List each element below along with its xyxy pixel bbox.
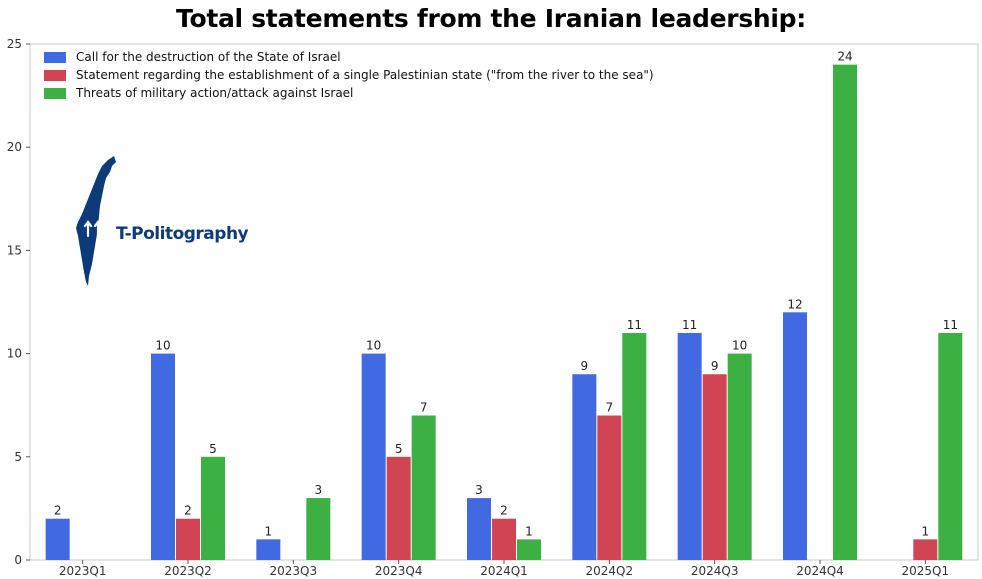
chart-title: Total statements from the Iranian leader…: [176, 4, 806, 33]
bar: [727, 353, 752, 560]
y-tick-label: 5: [14, 450, 22, 464]
bar: [517, 539, 541, 560]
bar-value-label: 7: [606, 401, 614, 415]
bar: [256, 539, 281, 560]
x-tick-label: 2024Q2: [586, 564, 634, 578]
bar-value-label: 1: [265, 524, 273, 538]
bar: [938, 332, 963, 560]
y-axis: 0 5 10 15 20 25: [7, 37, 30, 567]
bar-value-label: 11: [682, 318, 697, 332]
x-axis: 2023Q1 2023Q2 2023Q3 2023Q4 2024Q1 2024Q2 2024…: [59, 560, 949, 578]
y-tick-label: 25: [7, 37, 22, 51]
bar: [597, 415, 622, 560]
y-tick-label: 20: [7, 140, 22, 154]
legend-swatch-1: [44, 51, 66, 63]
bar-value-label: 10: [732, 339, 747, 353]
bar: [913, 539, 938, 560]
bar: [833, 64, 857, 560]
logo-text: T-Politography: [116, 224, 249, 244]
legend-label: Call for the destruction of the State of…: [76, 50, 341, 64]
bar-value-label: 2: [500, 504, 508, 518]
bar-value-label: 9: [711, 359, 719, 373]
legend-label: Threats of military action/attack agains…: [76, 86, 354, 100]
bar: [467, 498, 491, 560]
x-tick-label: 2024Q1: [480, 564, 528, 578]
x-tick-label: 2025Q1: [902, 564, 950, 578]
bar-value-label: 2: [54, 504, 62, 518]
legend-item: Statement regarding the establishment of…: [44, 66, 654, 84]
legend-item: Threats of military action/attack agains…: [44, 84, 654, 102]
bar: [201, 456, 225, 560]
bar: [677, 332, 702, 560]
bar-value-label: 1: [922, 524, 930, 538]
bar: [176, 518, 200, 560]
y-tick-label: 10: [7, 347, 22, 361]
bar-value-label: 5: [395, 442, 403, 456]
x-tick-label: 2023Q2: [164, 564, 212, 578]
bar: [151, 353, 175, 560]
bar-value-label: 11: [627, 318, 642, 332]
x-tick-label: 2024Q3: [691, 564, 739, 578]
bar: [306, 498, 331, 560]
x-tick-label: 2023Q4: [375, 564, 423, 578]
bar-value-label: 1: [525, 524, 533, 538]
y-tick-label: 0: [14, 553, 22, 567]
x-tick-label: 2023Q3: [270, 564, 318, 578]
legend-swatch-3: [44, 87, 66, 99]
y-tick-label: 15: [7, 243, 22, 257]
bar: [572, 374, 597, 560]
x-tick-label: 2023Q1: [59, 564, 107, 578]
bar-value-label: 11: [943, 318, 958, 332]
legend-swatch-2: [44, 69, 66, 81]
bar: [783, 312, 807, 560]
map-logo-icon: [76, 156, 116, 286]
bar-value-label: 5: [209, 442, 217, 456]
bar: [492, 518, 516, 560]
bar: [622, 332, 647, 560]
bar: [411, 415, 436, 560]
bar-value-label: 12: [787, 297, 802, 311]
bar: [386, 456, 411, 560]
bar-value-label: 24: [837, 50, 852, 64]
x-tick-label: 2024Q4: [796, 564, 844, 578]
bar: [702, 374, 727, 560]
legend-item: Call for the destruction of the State of…: [44, 48, 654, 66]
bar-value-label: 3: [315, 483, 323, 497]
logo: T-Politography: [74, 156, 249, 288]
bar-value-label: 7: [420, 401, 428, 415]
bar-value-label: 2: [184, 504, 192, 518]
legend-label: Statement regarding the establishment of…: [76, 68, 654, 82]
bar-value-label: 10: [366, 339, 381, 353]
legend: Call for the destruction of the State of…: [40, 46, 658, 104]
bar-value-label: 3: [475, 483, 483, 497]
bar-value-label: 9: [581, 359, 589, 373]
bar-value-label: 10: [155, 339, 170, 353]
bar: [45, 518, 70, 560]
bar: [361, 353, 386, 560]
